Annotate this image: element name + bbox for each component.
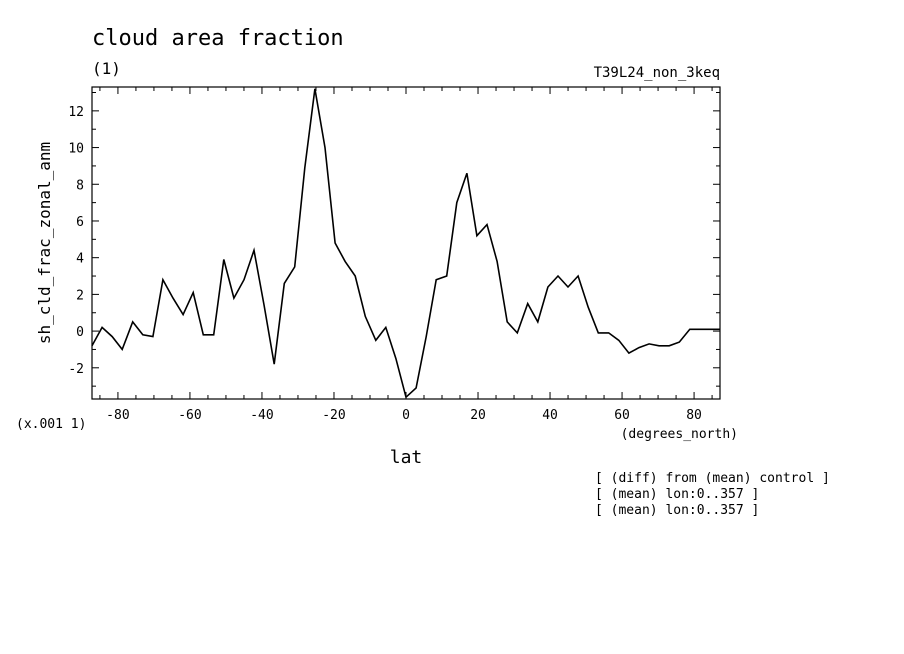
x-tick-label: -40 <box>250 408 273 423</box>
x-units-label: (degrees_north) <box>621 427 738 442</box>
y-tick-label: 10 <box>68 142 84 157</box>
x-axis-ticks <box>99 87 713 399</box>
x-tick-label: -80 <box>106 408 129 423</box>
note-line-1: [ (diff) from (mean) control ] <box>595 471 830 486</box>
y-axis-label: sh_cld_frac_zonal_anm <box>35 142 54 344</box>
y-axis-ticks <box>92 92 720 387</box>
chart-title: cloud area fraction <box>92 26 344 51</box>
x-tick-label: 60 <box>614 408 630 423</box>
y-tick-label: 8 <box>76 178 84 193</box>
x-tick-label: -20 <box>322 408 345 423</box>
x-tick-label: -60 <box>178 408 201 423</box>
y-tick-label: 2 <box>76 288 84 303</box>
x-tick-label: 40 <box>542 408 558 423</box>
y-tick-label: 4 <box>76 252 84 267</box>
y-tick-label: -2 <box>68 362 84 377</box>
y-tick-label: 0 <box>76 325 84 340</box>
y-axis-tick-labels: -2 0 2 4 6 8 10 12 <box>68 105 84 377</box>
note-line-2: [ (mean) lon:0..357 ] <box>595 487 759 502</box>
x-tick-label: 0 <box>402 408 410 423</box>
series-points <box>92 89 720 397</box>
x-axis-tick-labels: -80 -60 -40 -20 0 20 40 60 80 <box>106 408 702 423</box>
note-line-3: [ (mean) lon:0..357 ] <box>595 503 759 518</box>
y-tick-label: 6 <box>76 215 84 230</box>
series-line <box>91 88 720 399</box>
x-axis-label: lat <box>390 447 423 468</box>
y-scale-label: (x.001 1) <box>16 417 86 432</box>
experiment-label: T39L24_non_3keq <box>594 65 720 81</box>
y-tick-label: 12 <box>68 105 84 120</box>
x-tick-label: 80 <box>686 408 702 423</box>
units-label: (1) <box>92 59 121 78</box>
plot-frame <box>91 86 721 400</box>
x-tick-label: 20 <box>470 408 486 423</box>
